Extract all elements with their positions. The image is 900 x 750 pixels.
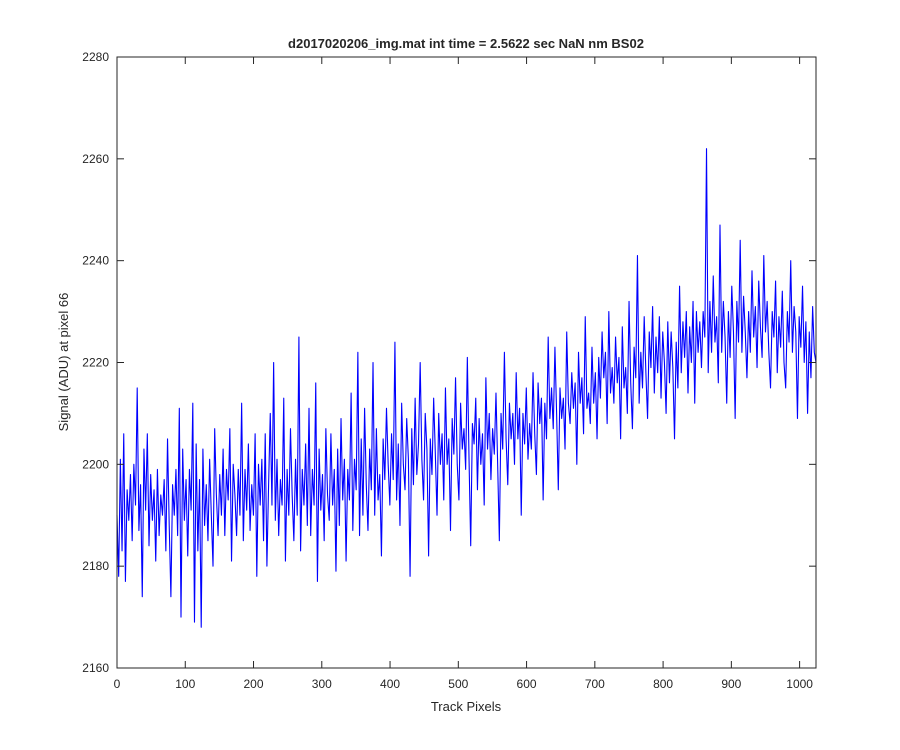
x-tick-label: 700 <box>585 677 605 691</box>
y-tick-label: 2200 <box>82 457 109 471</box>
x-tick-label: 500 <box>448 677 468 691</box>
y-tick-label: 2240 <box>82 254 109 268</box>
y-tick-label: 2260 <box>82 152 109 166</box>
y-axis-title: Signal (ADU) at pixel 66 <box>56 293 71 432</box>
chart-title: d2017020206_img.mat int time = 2.5622 se… <box>288 36 644 51</box>
series-layer <box>116 148 817 628</box>
plot-area <box>116 56 817 669</box>
x-tick-label: 100 <box>175 677 195 691</box>
series-line-0 <box>116 148 817 628</box>
y-tick-label: 2280 <box>82 50 109 64</box>
x-tick-label: 200 <box>244 677 264 691</box>
plot-background <box>117 57 816 668</box>
x-axis-ticks: 0 100 200 300 400 500 600 700 800 900 1000 <box>114 57 813 691</box>
y-axis-ticks: 2160 2180 2200 2220 2240 2260 2280 <box>82 50 816 675</box>
y-tick-label: 2220 <box>82 356 109 370</box>
x-tick-label: 0 <box>114 677 121 691</box>
y-tick-label: 2180 <box>82 559 109 573</box>
x-axis-title: Track Pixels <box>431 699 502 714</box>
y-tick-label: 2160 <box>82 661 109 675</box>
x-tick-label: 300 <box>312 677 332 691</box>
x-tick-label: 900 <box>721 677 741 691</box>
x-tick-label: 1000 <box>786 677 813 691</box>
x-tick-label: 600 <box>517 677 537 691</box>
x-tick-label: 800 <box>653 677 673 691</box>
x-tick-label: 400 <box>380 677 400 691</box>
